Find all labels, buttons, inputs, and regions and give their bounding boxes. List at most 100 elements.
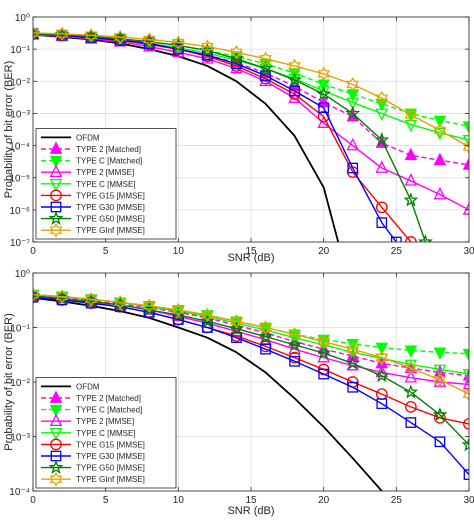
data-point-type-c-matched [462,121,469,134]
data-point-type-ginf-mmse [433,123,447,138]
data-point-type-2-mmse [172,44,185,58]
data-point-type-g30-mmse [289,355,300,367]
data-point-type-ginf-mmse [33,25,40,41]
y-axis-label: Probability of bit error (BER) [3,313,15,451]
x-tick-label: 20 [318,495,330,506]
legend-label: TYPE C [Matched] [76,157,142,166]
y-tick-label: 10⁻² [10,77,30,88]
legend-marker [49,222,63,238]
data-point-type-2-mmse [433,186,447,200]
data-point-type-ginf-mmse [462,386,469,402]
legend-marker [49,390,63,403]
data-point-type-2-mmse [462,202,469,215]
x-tick-label: 10 [173,246,185,257]
data-point-type-2-matched [317,94,330,108]
data-point-type-ginf-mmse [55,26,69,42]
legend-label: TYPE 2 [Matched] [76,145,141,154]
data-point-type-ginf-mmse [172,302,185,318]
legend-marker [49,404,63,418]
data-point-type-g30-mmse [376,217,388,228]
legend-marker [48,210,64,225]
y-tick-label: 10⁻¹ [10,324,30,335]
data-point-type-c-matched [346,339,359,352]
legend-marker [49,413,63,427]
legend: OFDM TYPE 2 [Matched] TYPE C [Matched] TYPE… [35,377,177,489]
data-point-type-ginf-mmse [201,307,214,323]
y-axis-label: Probability of bit error (BER) [3,61,15,199]
data-point-type-g30-mmse [376,398,388,410]
x-tick-label: 30 [463,495,474,506]
series-group [33,25,469,242]
data-point-type-g30-mmse [172,43,184,55]
data-point-type-ginf-mmse [433,372,447,387]
data-point-type-c-matched [433,115,447,129]
data-point-type-g15-mmse [375,201,388,214]
data-point-type-g50-mmse [258,60,274,75]
series-line-type-ginf-mmse [33,32,469,148]
data-point-type-ginf-mmse [404,360,418,376]
legend-label: TYPE GInf [MMSE] [76,226,145,235]
data-point-type-g30-mmse [143,306,155,318]
data-point-type-g50-mmse [345,105,361,120]
legend-marker [49,178,63,192]
data-point-type-ginf-mmse [84,28,98,43]
x-tick-label: 30 [463,246,474,257]
data-point-type-g15-mmse [405,236,417,242]
data-point-type-ginf-mmse [172,35,185,50]
legend-marker [48,459,64,474]
data-point-type-2-mmse [404,173,418,186]
legend-label: TYPE G30 [MMSE] [76,452,145,461]
data-point-type-ginf-mmse [317,334,330,349]
legend-label: TYPE G15 [MMSE] [76,191,145,200]
data-point-type-ginf-mmse [259,320,272,335]
data-point-type-g30-mmse [390,236,402,242]
data-point-type-g50-mmse [403,192,419,207]
data-point-type-c-mmse [462,135,469,148]
data-point-type-g30-mmse [434,436,446,448]
legend-marker [49,471,63,487]
data-point-type-ginf-mmse [113,29,127,45]
data-point-type-g30-mmse [347,381,359,393]
data-point-type-g30-mmse [318,368,330,380]
data-point-type-ginf-mmse [375,350,389,365]
legend-marker [49,164,63,178]
series-line-type-2-mmse [33,34,469,211]
data-point-type-c-matched [433,347,447,361]
data-point-type-ginf-mmse [230,314,243,329]
legend-label: TYPE G15 [MMSE] [76,440,145,449]
data-point-type-g30-mmse [202,322,213,333]
x-tick-label: 0 [30,246,36,257]
data-point-type-ginf-mmse [201,39,214,54]
data-point-type-c-mmse [375,108,389,122]
data-point-type-g50-mmse [316,345,332,360]
data-point-type-g30-mmse [260,343,271,355]
legend-marker [49,427,63,441]
data-point-type-g15-mmse [405,400,417,413]
y-tick-label: 10⁻¹ [10,45,30,56]
data-point-type-ginf-mmse [346,77,359,92]
y-tick-label: 10⁰ [15,13,30,24]
x-tick-label: 25 [391,246,403,257]
x-tick-label: 5 [103,495,109,506]
x-tick-label: 15 [245,495,257,506]
y-tick-label: 10⁻² [10,378,30,389]
x-tick-label: 25 [391,495,403,506]
data-point-type-g50-mmse [345,355,361,370]
data-point-type-2-mmse [346,137,359,151]
y-tick-label: 10⁻⁷ [10,238,30,249]
data-point-type-ginf-mmse [288,327,301,342]
x-tick-label: 10 [173,495,185,506]
data-point-type-g50-mmse [228,50,244,66]
data-point-type-ginf-mmse [317,66,330,82]
data-point-type-c-mmse [462,369,469,382]
data-point-type-c-mmse [375,353,389,367]
data-point-type-g50-mmse [461,437,469,452]
chart-panel-1: 0 5 10 15 20 25 30 10⁰ 10⁻¹ 10⁻² 10⁻³ 10⁻⁴ 10⁻⁵ 10⁻⁶ 1… [3,13,474,264]
data-point-type-c-matched [404,345,418,359]
legend-label: TYPE 2 [Matched] [76,394,141,403]
x-axis-label: SNR (dB) [227,505,274,517]
x-tick-label: 20 [318,246,330,257]
data-point-type-g30-mmse [347,162,359,174]
data-point-type-g30-mmse [85,297,97,309]
data-point-type-2-mmse [462,376,469,390]
